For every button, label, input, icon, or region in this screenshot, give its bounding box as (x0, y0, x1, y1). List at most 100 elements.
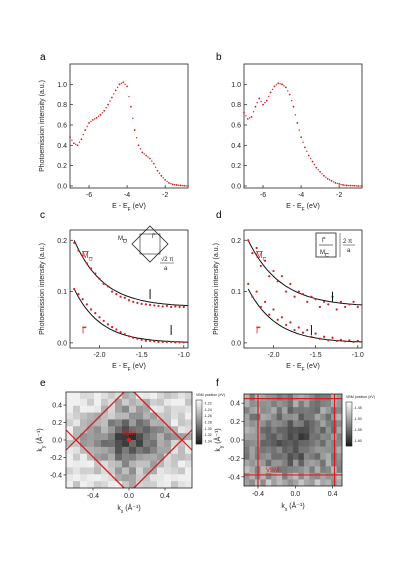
heatmap-cell (336, 420, 342, 428)
heatmap-cell (271, 400, 277, 408)
colorbar-step (346, 430, 352, 434)
data-point (137, 144, 140, 147)
heatmap-cell (309, 479, 316, 486)
x-tick-label: -1.5 (136, 352, 148, 359)
data-point (263, 259, 267, 262)
heatmap-cell (164, 419, 172, 427)
data-point (280, 275, 284, 278)
inset-dim-num: √2 π (161, 256, 173, 263)
data-point (94, 272, 97, 275)
heatmap-cell (178, 405, 186, 413)
heatmap-cell (265, 446, 272, 454)
heatmap-cell (265, 413, 272, 421)
heatmap-cell (336, 407, 342, 415)
data-point (245, 115, 247, 117)
y-axis-label: Photoemission intensity (a.u.) (213, 243, 220, 335)
heatmap-cell (185, 460, 192, 468)
heatmap-cell (143, 392, 151, 400)
heatmap-cell (249, 394, 256, 401)
heatmap-cell (178, 412, 186, 420)
heatmap-cell (171, 412, 179, 420)
data-point (293, 328, 296, 332)
heatmap-cell (157, 460, 165, 468)
y-tick-label: -0.2 (228, 456, 240, 463)
colorbar-step (196, 406, 202, 410)
heatmap-cell (185, 392, 192, 400)
data-point (283, 85, 285, 87)
heatmap-cell (271, 394, 277, 401)
heatmap-cell (66, 392, 74, 400)
y-tick-label: 0.4 (57, 143, 67, 150)
panel-label-e: e (40, 378, 46, 389)
data-point (85, 303, 88, 306)
series-label-top: MC (256, 251, 267, 263)
heatmap-cell (157, 412, 165, 420)
plot-frame (243, 229, 363, 349)
data-point (179, 184, 182, 187)
x-tick-label: -1.0 (352, 352, 364, 359)
heatmap-cell (73, 460, 81, 468)
heatmap-cell (80, 453, 88, 461)
heatmap-cell (320, 446, 326, 454)
colorbar-tick-label: -1.55 (354, 428, 362, 432)
heatmap-cell (94, 440, 102, 448)
heatmap-cell (325, 433, 332, 441)
heatmap-cell (298, 426, 305, 434)
heatmap-cell (293, 446, 299, 454)
data-point (336, 182, 338, 185)
colorbar-step (346, 404, 352, 407)
y-tick-label: 0.4 (52, 403, 62, 410)
heatmap-cell (260, 466, 267, 474)
data-point (297, 290, 300, 293)
heatmap-cell (157, 453, 165, 461)
heatmap-cell (244, 440, 250, 447)
heatmap-cell (164, 467, 172, 475)
heatmap-cell (80, 474, 88, 482)
data-point (314, 332, 317, 335)
heatmap-cell (325, 420, 332, 428)
data-point (276, 280, 279, 283)
panel-b: -6 -4 -2 0.0 0.2 0.4 0.6 0.8 1.0 E - EF (eV) (231, 63, 363, 213)
heatmap-cell (122, 392, 130, 400)
heatmap-cell (298, 453, 305, 461)
data-point (265, 99, 268, 102)
heatmap-cell (249, 420, 256, 428)
heatmap-cell (298, 420, 305, 428)
heatmap-cell (136, 426, 144, 434)
heatmap-cell (157, 405, 165, 413)
heatmap-cells (66, 392, 192, 488)
heatmap-cell (271, 433, 277, 441)
heatmap-cell (171, 481, 179, 488)
heatmap-cell (260, 440, 267, 447)
data-point (251, 251, 254, 255)
heatmap-cell (101, 453, 109, 461)
heatmap-cell (157, 426, 165, 434)
inset-label-mc: MC (320, 250, 329, 259)
heatmap-cell (185, 426, 192, 434)
heatmap-cell (129, 481, 137, 488)
heatmap-cell (282, 413, 288, 421)
heatmap-cell (185, 474, 192, 482)
data-point (302, 141, 304, 143)
heatmap-cell (298, 394, 305, 401)
heatmap-cell (276, 472, 283, 480)
data-point (178, 305, 181, 309)
heatmap-cell (325, 453, 332, 461)
data-point (77, 293, 80, 296)
heatmap-cell (276, 426, 283, 434)
heatmap-cell (150, 392, 158, 400)
data-point (94, 312, 97, 315)
heatmap-cell (101, 474, 109, 482)
heatmap-cell (143, 412, 151, 420)
data-point (185, 185, 187, 187)
data-point (95, 116, 98, 119)
heatmap-cell (287, 466, 294, 474)
data-point (306, 328, 309, 332)
panel-label-f: f (216, 378, 219, 389)
heatmap-cell (73, 474, 81, 482)
data-point (345, 184, 348, 187)
x-tick-label: -6 (86, 192, 92, 199)
heatmap-cell (143, 405, 151, 413)
data-point (319, 170, 322, 173)
heatmap-cell (336, 426, 342, 434)
